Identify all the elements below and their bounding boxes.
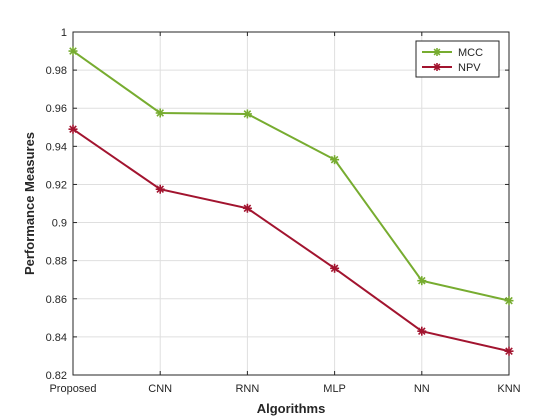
y-tick-label: 0.84	[46, 332, 67, 344]
marker-stroke	[505, 296, 513, 305]
axes-box	[72, 31, 510, 376]
data-point-mcc	[68, 46, 78, 56]
legend-label-mcc: MCC	[458, 47, 483, 59]
data-point-npv	[330, 263, 340, 273]
y-tick-label: 0.92	[46, 179, 67, 191]
x-axis-label: Algorithms	[257, 401, 326, 416]
plot-area	[73, 32, 509, 375]
x-tick-label: CNN	[148, 383, 172, 395]
x-tick-label: RNN	[235, 383, 259, 395]
data-point-npv	[155, 184, 165, 194]
series-layer	[68, 46, 514, 356]
marker-stroke	[505, 347, 513, 355]
legend: MCC NPV	[415, 40, 500, 78]
x-tick-label: NN	[414, 383, 430, 395]
data-point-mcc	[330, 155, 340, 165]
data-point-npv	[504, 346, 514, 356]
y-tick-label: 0.88	[46, 256, 67, 268]
y-axis-label: Performance Measures	[22, 132, 37, 275]
marker-stroke	[243, 110, 252, 118]
legend-box	[415, 40, 500, 78]
data-point-npv	[242, 203, 252, 213]
data-point-npv	[68, 124, 78, 134]
marker-stroke	[69, 47, 77, 55]
data-point-mcc	[504, 296, 514, 306]
marker-stroke	[156, 109, 165, 117]
marker-stroke	[433, 48, 441, 56]
x-tick-label: KNN	[497, 383, 520, 395]
legend-label-npv: NPV	[458, 62, 481, 74]
y-tick-label: 0.82	[46, 370, 67, 382]
legend-marker-mcc	[433, 48, 441, 56]
y-tick-label: 0.94	[46, 141, 67, 153]
series-line-npv	[72, 128, 510, 353]
axes: Proposed CNN RNN MLP NN KNN 0.82 0.84 0.86 0.88 0.…	[46, 27, 521, 395]
y-tick-label: 1	[61, 27, 67, 39]
data-point-npv	[417, 326, 427, 336]
y-tick-label: 0.86	[46, 294, 67, 306]
marker-stroke	[69, 125, 77, 133]
y-tick-label: 0.96	[46, 103, 67, 115]
marker-stroke	[156, 185, 165, 194]
marker-stroke	[243, 204, 252, 213]
data-point-mcc	[242, 109, 252, 119]
marker-stroke	[417, 327, 426, 335]
x-tick-label: Proposed	[49, 383, 96, 395]
data-point-mcc	[155, 108, 165, 118]
series-line-mcc	[72, 50, 510, 302]
data-point-mcc	[417, 276, 427, 286]
y-tick-label: 0.9	[52, 218, 67, 230]
x-tick-label: MLP	[323, 383, 346, 395]
marker-stroke	[330, 155, 339, 164]
legend-marker-npv	[433, 63, 441, 71]
marker-stroke	[433, 63, 441, 71]
y-tick-label: 0.98	[46, 65, 67, 77]
marker-stroke	[330, 264, 339, 273]
marker-stroke	[417, 276, 426, 285]
